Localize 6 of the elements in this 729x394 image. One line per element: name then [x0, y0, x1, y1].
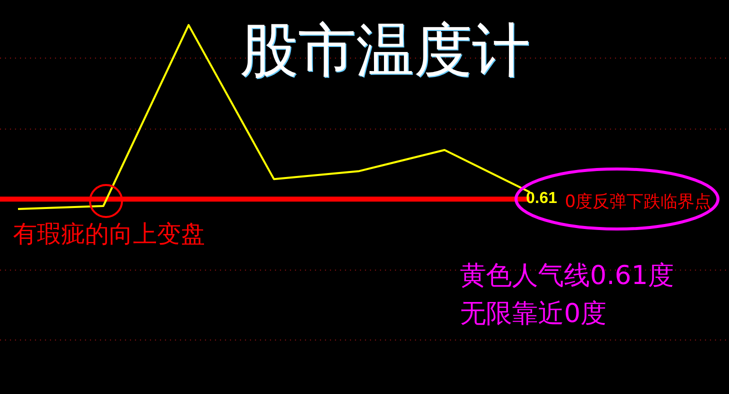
text: 无限靠近0度 [460, 298, 607, 331]
text: 有瑕疵的向上变盘 [13, 219, 205, 250]
annotation: 0.61 [526, 190, 558, 208]
chart-title: 股市温度计 [240, 15, 530, 86]
ref-line-label: 0度反弹下跌临界点 [564, 192, 712, 212]
text: 黄色人气线0.61度 [460, 260, 674, 293]
